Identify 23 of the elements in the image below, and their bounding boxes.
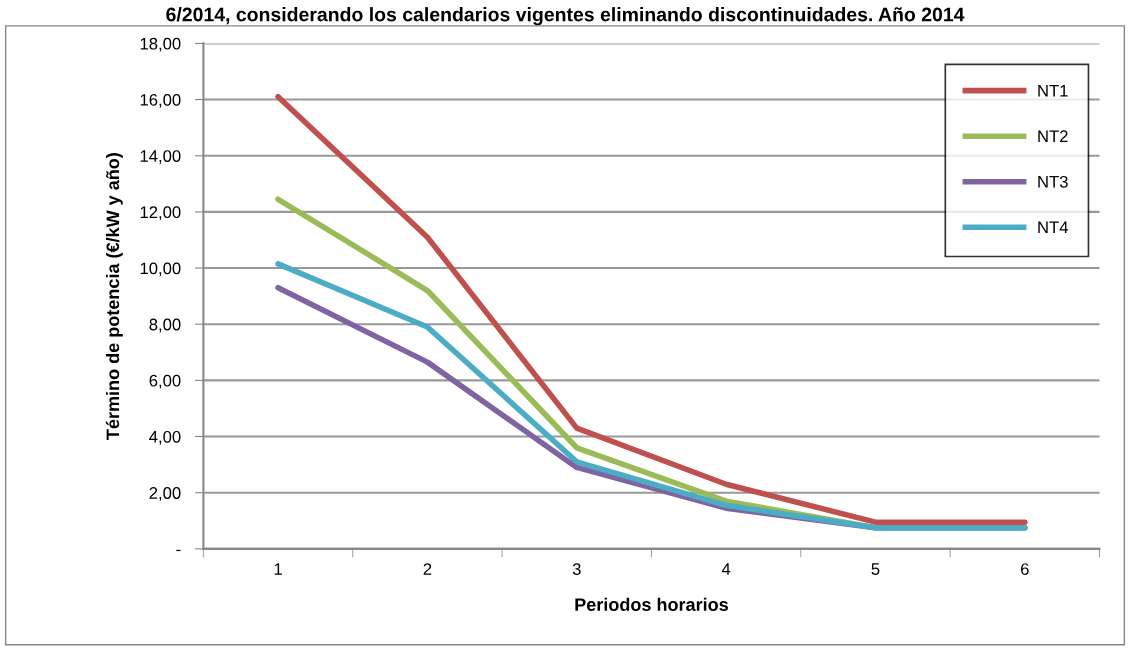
x-tick-label: 6 xyxy=(1021,563,1029,575)
legend-label: NT4 xyxy=(1038,221,1068,234)
y-tick-label: 4,00 xyxy=(149,430,181,445)
legend-label: NT2 xyxy=(1038,130,1068,142)
y-tick-label: - xyxy=(176,549,181,552)
y-tick-label: 2,00 xyxy=(149,487,181,501)
y-tick-label: 8,00 xyxy=(149,318,181,333)
y-tick-label: 18,00 xyxy=(140,37,181,52)
y-tick-label: 12,00 xyxy=(140,206,181,221)
x-axis-title: Periodos horarios xyxy=(575,597,728,611)
chart-title: 6/2014, considerando los calendarios vigentes eliminando discontinuidades. Año 2014 xyxy=(166,7,965,26)
y-tick-label: 10,00 xyxy=(140,262,181,277)
x-tick-label: 4 xyxy=(721,563,731,575)
legend-label: NT3 xyxy=(1038,175,1068,188)
y-tick-label: 6,00 xyxy=(149,374,181,389)
x-tick-label: 1 xyxy=(274,563,282,575)
x-tick-label: 2 xyxy=(423,563,432,575)
y-tick-label: 16,00 xyxy=(140,93,181,108)
legend-label: NT1 xyxy=(1038,85,1068,97)
x-tick-label: 3 xyxy=(572,563,581,575)
y-axis-title: Término de potencia (€/kW y año) xyxy=(105,153,123,440)
x-tick-label: 5 xyxy=(871,563,880,575)
y-tick-label: 14,00 xyxy=(140,150,181,164)
